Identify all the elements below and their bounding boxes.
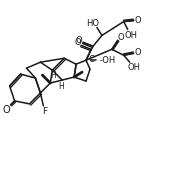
Text: O: O bbox=[134, 48, 141, 57]
Text: O: O bbox=[75, 38, 81, 47]
Text: H: H bbox=[50, 71, 56, 80]
Text: HO: HO bbox=[87, 19, 100, 28]
Text: O: O bbox=[3, 105, 10, 115]
Text: O: O bbox=[76, 36, 82, 45]
Text: F: F bbox=[42, 107, 47, 116]
Text: -OH: -OH bbox=[100, 56, 116, 65]
Text: C: C bbox=[88, 55, 94, 64]
Text: O: O bbox=[117, 33, 124, 42]
Text: OH: OH bbox=[124, 31, 137, 40]
Text: O: O bbox=[134, 16, 141, 25]
Text: OH: OH bbox=[127, 63, 140, 72]
Text: H: H bbox=[58, 81, 64, 90]
